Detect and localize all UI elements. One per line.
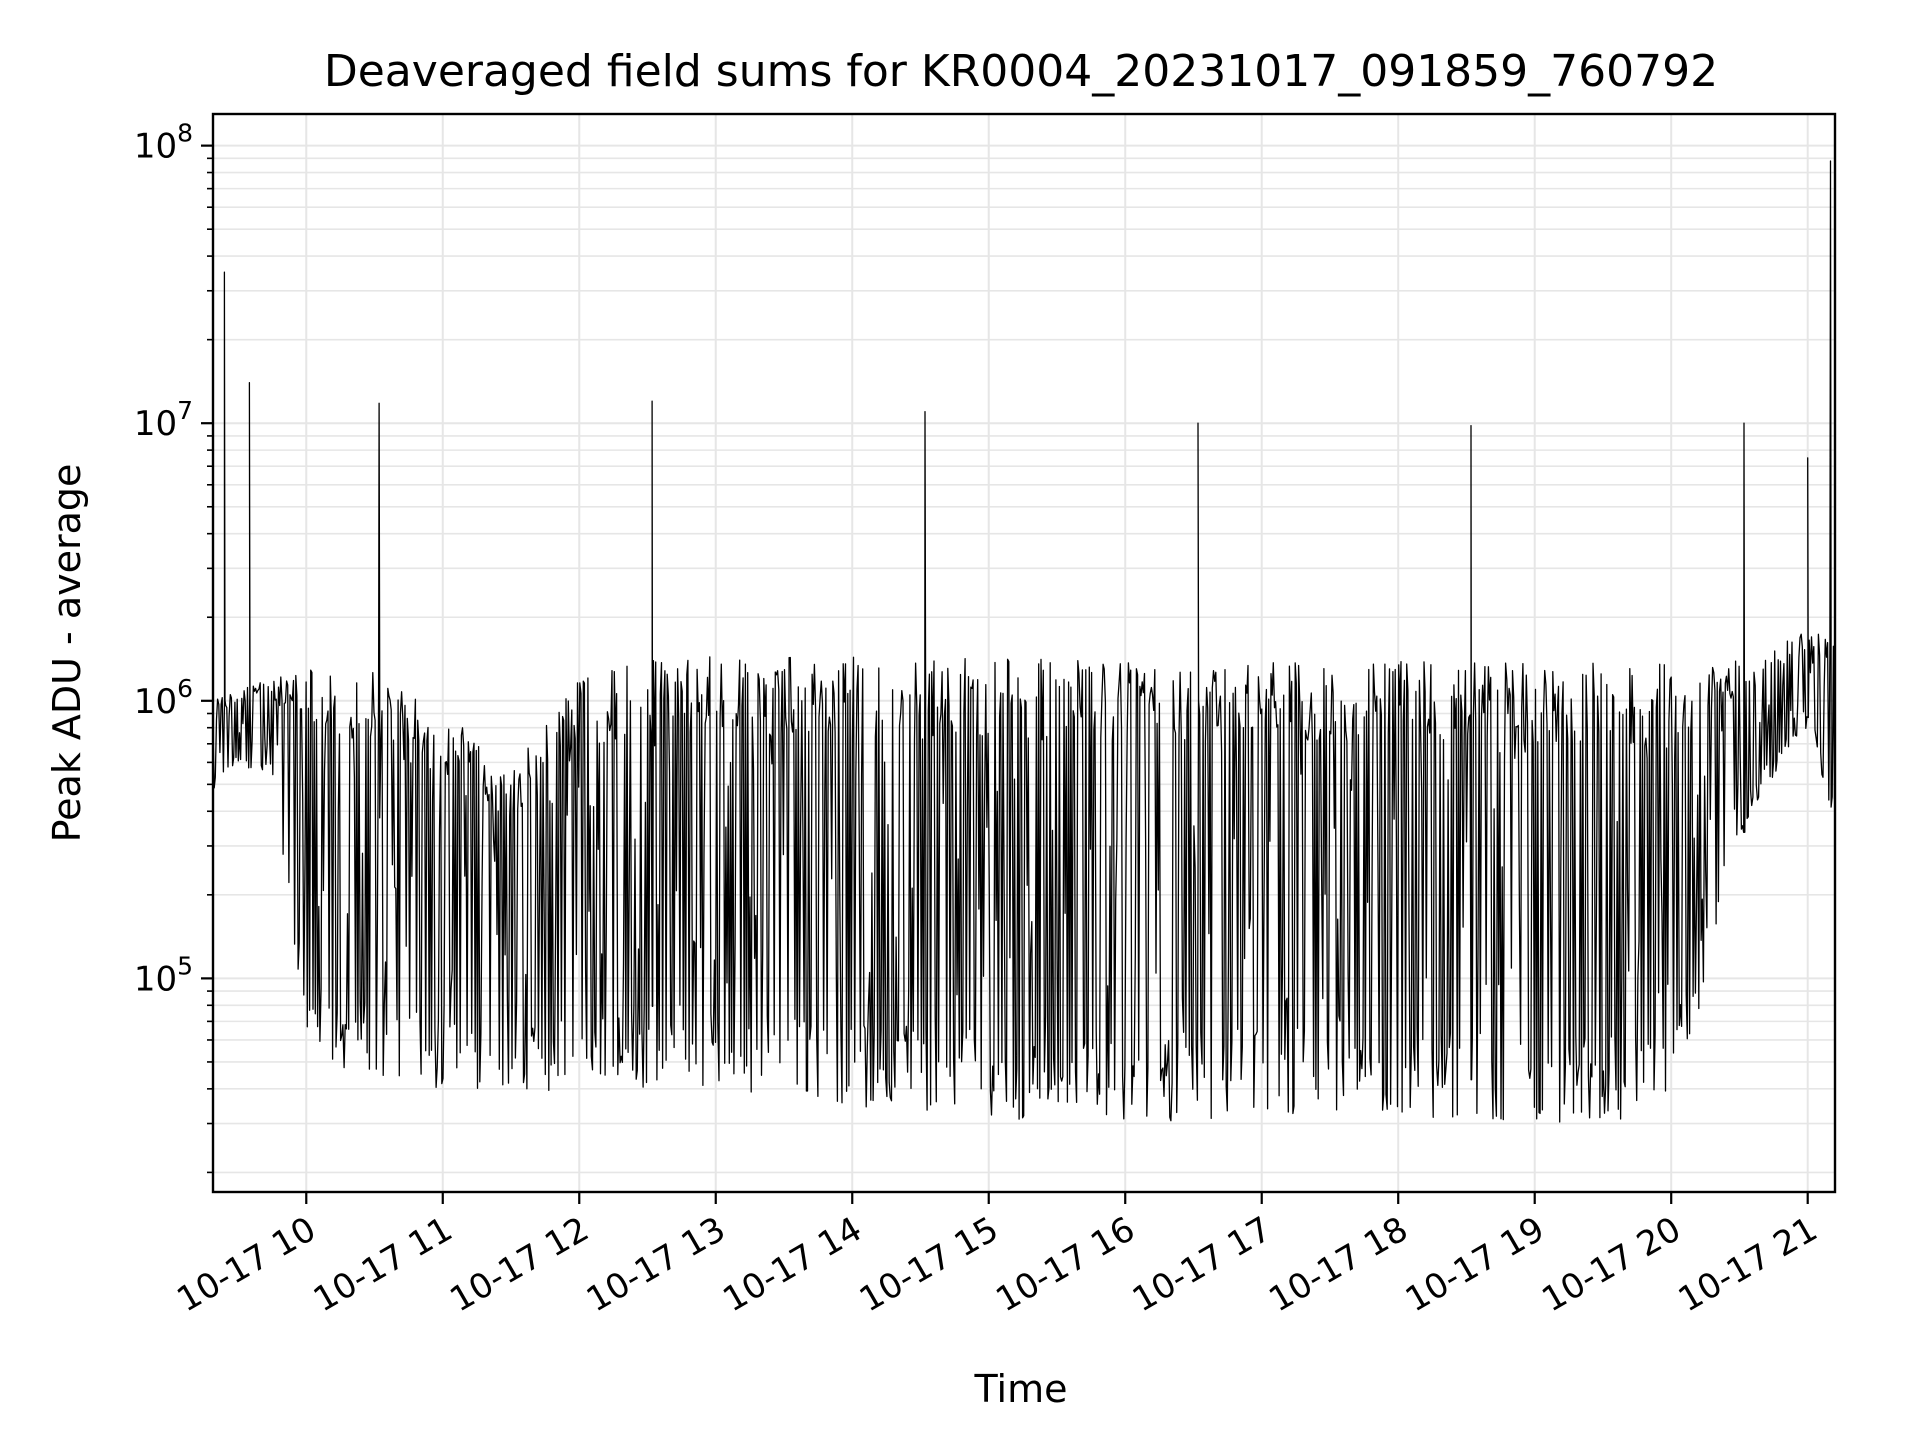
y-tick-label: 106 xyxy=(134,674,193,722)
y-axis: 105 106 107 108 xyxy=(134,119,213,1174)
x-axis-label: Time xyxy=(974,1367,1068,1411)
y-tick-label: 107 xyxy=(134,396,193,444)
y-tick-label: 105 xyxy=(134,951,193,999)
series-path xyxy=(213,160,1835,1123)
plot-frame xyxy=(211,112,1837,1194)
chart-title: Deaveraged field sums for KR0004_2023101… xyxy=(324,46,1718,97)
y-tick-label: 108 xyxy=(134,119,193,167)
series-line xyxy=(213,160,1835,1123)
y-axis-label: Peak ADU - average xyxy=(45,464,89,843)
